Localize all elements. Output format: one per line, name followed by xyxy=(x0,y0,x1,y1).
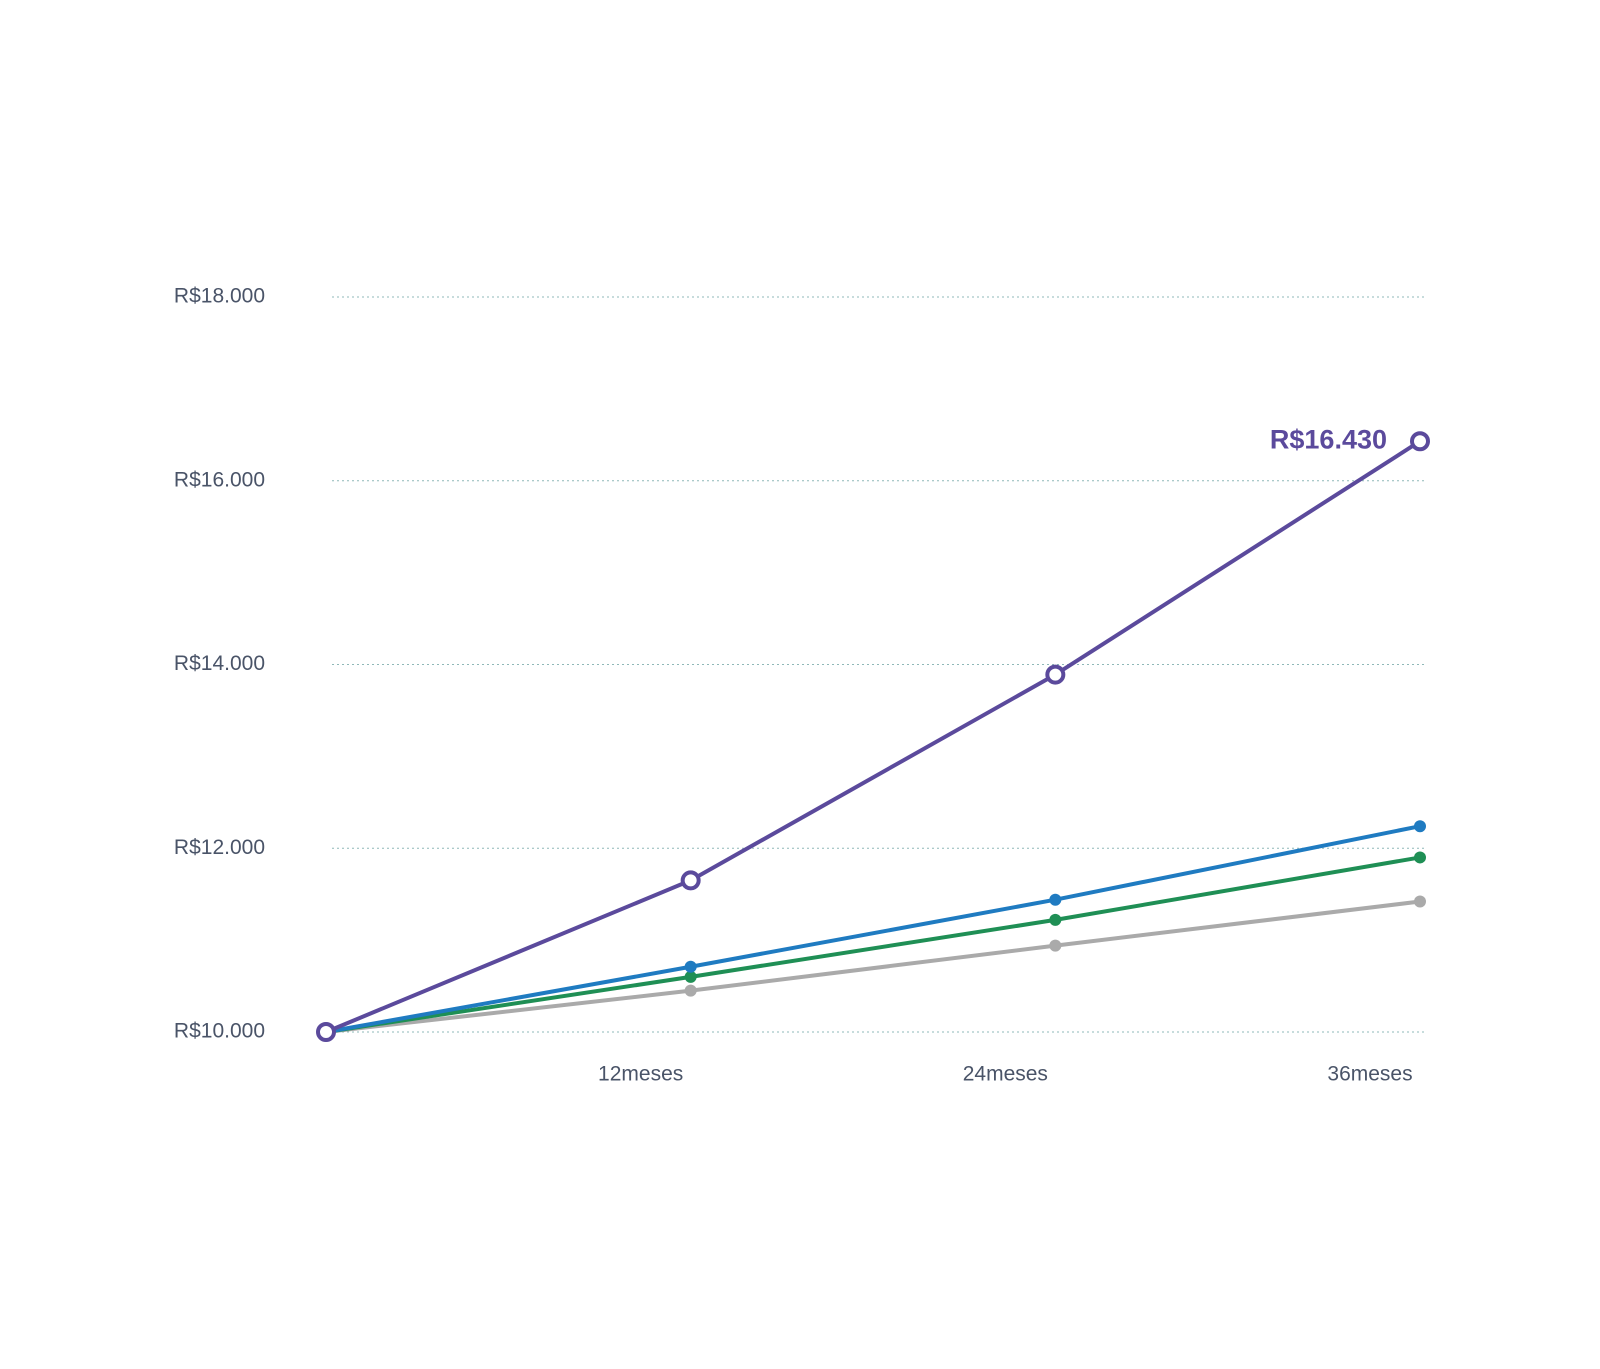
point-marker xyxy=(1049,893,1062,906)
x-tick-label: 24meses xyxy=(963,1063,1048,1086)
x-tick-label: 36meses xyxy=(1327,1063,1412,1086)
x-tick-label: 12meses xyxy=(598,1063,683,1086)
y-tick-label: R$18.000 xyxy=(174,285,265,308)
point-marker xyxy=(316,1022,336,1042)
point-marker xyxy=(1414,851,1426,864)
point-marker xyxy=(684,960,697,973)
point-marker xyxy=(1045,664,1066,685)
point-marker xyxy=(680,870,701,891)
point-marker xyxy=(684,970,697,983)
point-marker xyxy=(1410,431,1430,452)
y-tick-label: R$16.000 xyxy=(174,468,265,491)
series-line xyxy=(325,439,1422,1034)
series-line xyxy=(325,899,1421,1034)
y-tick-label: R$14.000 xyxy=(174,652,265,675)
series-line xyxy=(325,855,1421,1034)
point-marker xyxy=(1049,913,1062,926)
y-tick-label: R$12.000 xyxy=(174,836,265,859)
point-marker xyxy=(1414,820,1426,833)
value-label: R$16.430 xyxy=(1270,424,1387,454)
y-tick-label: R$10.000 xyxy=(174,1020,265,1043)
series-line xyxy=(325,824,1421,1034)
point-marker xyxy=(1414,895,1426,908)
point-marker xyxy=(1049,939,1062,952)
point-marker xyxy=(684,984,697,997)
